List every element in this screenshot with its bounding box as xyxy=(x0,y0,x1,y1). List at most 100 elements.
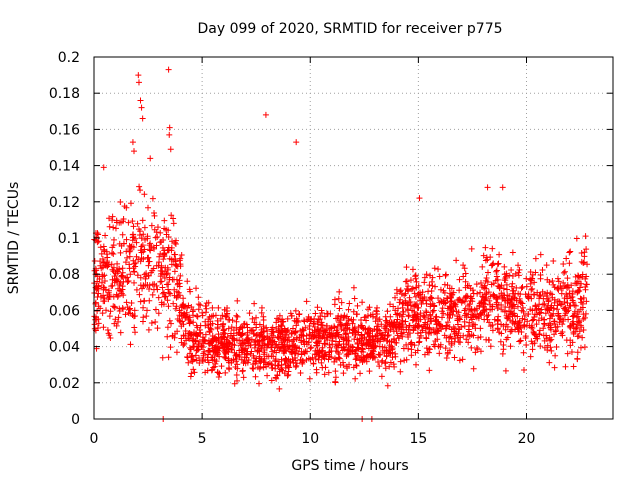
data-point xyxy=(580,259,587,266)
x-tick-label: 10 xyxy=(301,431,319,447)
data-point xyxy=(122,259,129,266)
data-point xyxy=(350,308,357,315)
data-point xyxy=(579,334,586,341)
data-point xyxy=(441,332,448,339)
data-point xyxy=(326,330,333,337)
data-point xyxy=(258,326,265,333)
data-point xyxy=(130,257,137,264)
data-point xyxy=(441,300,448,307)
data-point xyxy=(322,327,329,334)
data-point xyxy=(321,371,328,378)
data-point xyxy=(119,304,126,311)
data-point xyxy=(453,330,460,337)
data-point xyxy=(400,308,407,315)
data-point xyxy=(226,316,233,323)
data-point xyxy=(405,334,412,341)
data-point xyxy=(489,245,496,252)
data-point xyxy=(359,345,366,352)
data-point xyxy=(410,324,417,331)
data-point xyxy=(574,349,581,356)
data-point xyxy=(107,334,114,341)
data-point xyxy=(537,309,544,316)
data-point xyxy=(110,236,117,243)
data-point xyxy=(554,275,561,282)
data-point xyxy=(574,288,581,295)
data-point xyxy=(496,293,503,300)
data-point xyxy=(258,337,265,344)
data-point xyxy=(537,275,544,282)
data-point xyxy=(391,363,398,370)
data-point xyxy=(359,322,366,329)
data-point xyxy=(490,280,497,287)
data-point xyxy=(344,313,351,320)
data-point xyxy=(490,292,497,299)
data-point xyxy=(442,272,449,279)
data-point xyxy=(551,318,558,325)
data-point xyxy=(149,195,156,202)
data-point xyxy=(570,363,577,370)
x-tick-label: 0 xyxy=(90,431,99,447)
data-point xyxy=(168,261,175,268)
data-point xyxy=(167,290,174,297)
data-point xyxy=(417,316,424,323)
data-point xyxy=(331,323,338,330)
data-point xyxy=(545,322,552,329)
data-point xyxy=(358,331,365,338)
data-point xyxy=(256,353,263,360)
data-point xyxy=(195,306,202,313)
data-point xyxy=(481,291,488,298)
data-point xyxy=(581,344,588,351)
data-point xyxy=(446,315,453,322)
data-point xyxy=(396,322,403,329)
data-point xyxy=(245,356,252,363)
data-point xyxy=(231,349,238,356)
data-point xyxy=(281,343,288,350)
data-point xyxy=(182,314,189,321)
data-point xyxy=(538,306,545,313)
data-point xyxy=(292,328,299,335)
data-point xyxy=(577,284,584,291)
data-point xyxy=(470,365,477,372)
data-point xyxy=(535,305,542,312)
data-point xyxy=(145,254,152,261)
data-point xyxy=(104,263,111,270)
data-point xyxy=(357,370,364,377)
x-axis-label: GPS time / hours xyxy=(291,458,408,474)
data-point xyxy=(499,350,506,357)
data-point xyxy=(258,304,265,311)
data-point xyxy=(350,327,357,334)
data-point xyxy=(475,334,482,341)
data-point xyxy=(460,273,467,280)
data-point xyxy=(379,357,386,364)
data-point xyxy=(536,327,543,334)
data-point xyxy=(403,341,410,348)
data-point xyxy=(531,340,538,347)
data-point xyxy=(426,282,433,289)
data-point xyxy=(191,343,198,350)
data-point xyxy=(365,345,372,352)
data-point xyxy=(427,311,434,318)
data-point xyxy=(560,269,567,276)
data-point xyxy=(451,325,458,332)
data-point xyxy=(132,263,139,270)
data-point xyxy=(482,257,489,264)
data-point xyxy=(293,322,300,329)
data-point xyxy=(489,303,496,310)
data-point xyxy=(213,337,220,344)
data-point xyxy=(574,278,581,285)
data-point xyxy=(566,260,573,267)
data-point xyxy=(567,248,574,255)
data-point xyxy=(168,212,175,219)
data-point xyxy=(429,282,436,289)
data-point xyxy=(493,301,500,308)
data-point xyxy=(525,311,532,318)
data-point xyxy=(497,338,504,345)
data-point xyxy=(403,264,410,271)
data-point xyxy=(249,365,256,372)
data-point xyxy=(118,288,125,295)
data-point xyxy=(285,356,292,363)
data-point xyxy=(269,324,276,331)
data-point xyxy=(268,377,275,384)
data-point xyxy=(547,344,554,351)
data-point xyxy=(393,311,400,318)
